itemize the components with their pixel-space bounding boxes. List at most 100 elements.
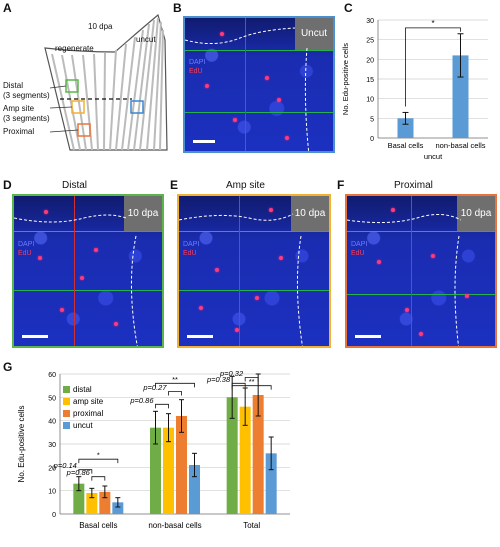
- y-tick-label: 60: [48, 372, 56, 379]
- schematic-regenerate-label: regenerate: [55, 44, 94, 53]
- bar: [239, 406, 251, 514]
- x-tick-label: Basal cells: [388, 141, 424, 150]
- panel-label-d: D: [3, 178, 12, 192]
- micrograph-proximal: 10 dpa DAPI EdU: [345, 194, 497, 348]
- significance-bracket: [231, 385, 272, 390]
- micrograph-distal: 10 dpa DAPI EdU: [12, 194, 164, 348]
- schematic-distal-label: Distal (3 segments): [3, 81, 50, 101]
- x-tick-label: non-basal cells: [435, 141, 485, 150]
- bar: [99, 491, 111, 514]
- scale-bar: [22, 335, 48, 338]
- distal-text: Distal: [3, 81, 24, 90]
- legend-label: amp site: [73, 397, 104, 406]
- x-tick-label: Basal cells: [79, 521, 117, 530]
- y-tick-label: 20: [366, 57, 374, 64]
- panel-f-title: Proximal: [394, 180, 433, 191]
- chart-c: 0 5 10 15 20 25 30 Basal cells non-basal cells un…: [341, 18, 488, 161]
- y-tick-label: 5: [370, 116, 374, 123]
- x-tick-label: Total: [243, 521, 260, 530]
- significance-label: p=0.38: [206, 375, 231, 384]
- panel-label-e: E: [170, 178, 179, 192]
- y-tick-label: 20: [48, 465, 56, 472]
- bar: [226, 397, 238, 514]
- significance-bracket: [405, 27, 461, 107]
- significance-label: p=0.27: [142, 383, 167, 392]
- scale-bar: [187, 335, 213, 338]
- schematic-uncut-label: uncut: [136, 35, 156, 44]
- bar: [189, 465, 200, 514]
- y-tick-label: 25: [366, 38, 374, 45]
- amp-box: [71, 100, 85, 114]
- significance-bracket: [155, 403, 169, 409]
- y-axis-label: No. Edu-positive cells: [17, 406, 26, 483]
- significance-bracket: [168, 391, 182, 396]
- amp-text: Amp site: [3, 104, 35, 113]
- distal-stain-legend: DAPI EdU: [18, 241, 35, 257]
- bar: [150, 427, 161, 514]
- bar: [452, 55, 469, 138]
- significance-bracket: [78, 469, 93, 474]
- y-tick-label: 10: [366, 97, 374, 104]
- x-tick-label: non-basal cells: [148, 521, 201, 530]
- y-tick-label: 10: [48, 489, 56, 496]
- y-tick-label: 50: [48, 395, 56, 402]
- bar: [163, 427, 174, 514]
- significance-label: p=0.32: [219, 369, 244, 378]
- fin-schematic: [0, 0, 180, 160]
- amp-subtext: (3 segments): [3, 114, 50, 123]
- amp-stain-legend: DAPI EdU: [183, 241, 200, 257]
- y-tick-label: 15: [366, 77, 374, 84]
- y-tick-label: 30: [366, 18, 374, 25]
- significance-bracket: [78, 458, 119, 464]
- distal-tag: 10 dpa: [124, 196, 162, 231]
- panel-label-c: C: [344, 1, 353, 15]
- proximal-tag: 10 dpa: [457, 196, 495, 231]
- legend-label: distal: [73, 385, 92, 394]
- panel-label-a: A: [3, 1, 12, 15]
- bar: [112, 502, 124, 514]
- panel-d-title: Distal: [62, 180, 88, 191]
- proximal-stain-legend: DAPI EdU: [351, 241, 368, 257]
- bar: [397, 118, 414, 138]
- bar: [73, 483, 85, 514]
- y-axis-label: No. Edu-positive cells: [341, 43, 350, 115]
- significance-label: **: [249, 377, 255, 386]
- uncut-box: [130, 100, 144, 114]
- panel-e-title: Amp site: [226, 180, 265, 191]
- scale-bar: [193, 140, 215, 143]
- significance-bracket: [155, 382, 195, 388]
- chart-g: 0 10 20 30 40 50 60 No. Edu-positive cells Basal…: [17, 369, 290, 530]
- bar: [176, 416, 187, 514]
- panel-label-b: B: [173, 1, 182, 15]
- significance-label: *: [431, 19, 434, 28]
- y-tick-label: 0: [52, 512, 56, 519]
- scale-bar: [355, 335, 381, 338]
- significance-bracket: [244, 377, 259, 382]
- significance-label: p=0.14: [53, 461, 77, 470]
- bar: [86, 493, 98, 514]
- y-tick-label: 0: [370, 136, 374, 143]
- significance-label: *: [97, 451, 100, 460]
- legend-label: uncut: [73, 421, 93, 430]
- legend-swatch: [63, 422, 70, 429]
- legend-swatch: [63, 398, 70, 405]
- significance-bracket: [91, 476, 106, 481]
- fin-schematic-svg: [44, 13, 168, 151]
- bar: [252, 395, 264, 514]
- legend-label: proximal: [73, 409, 103, 418]
- y-tick-label: 40: [48, 419, 56, 426]
- y-tick-label: 30: [48, 442, 56, 449]
- schematic-proximal-label: Proximal: [3, 127, 35, 136]
- x-group-label: uncut: [424, 152, 443, 161]
- micrograph-amp-site: 10 dpa DAPI EdU: [177, 194, 331, 348]
- significance-label: p=0.86: [129, 396, 154, 405]
- legend-swatch: [63, 386, 70, 393]
- bar: [265, 453, 277, 514]
- schematic-timepoint: 10 dpa: [88, 22, 113, 31]
- schematic-amp-label: Amp site (3 segments): [3, 104, 50, 124]
- uncut-stain-legend: DAPI EdU: [189, 59, 206, 75]
- significance-label: p=0.86: [66, 468, 91, 477]
- panel-label-f: F: [337, 178, 345, 192]
- micrograph-uncut: Uncut DAPI EdU: [183, 16, 335, 153]
- legend-swatch: [63, 410, 70, 417]
